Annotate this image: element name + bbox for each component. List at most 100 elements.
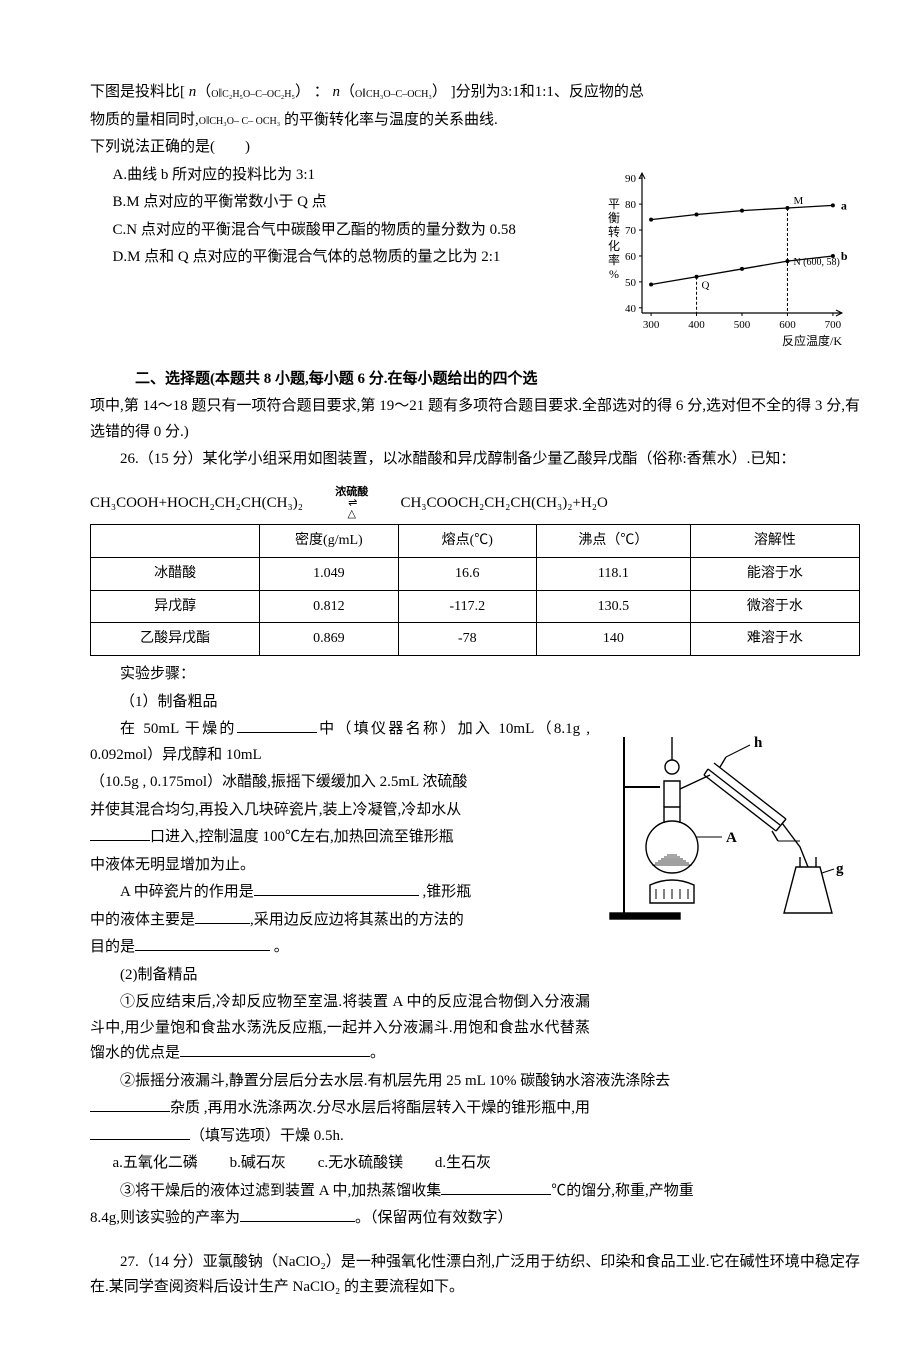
blank-purpose (135, 935, 270, 951)
svg-text:50: 50 (625, 276, 637, 288)
s2-p2b: 杂质 ,再用水洗涤两次.分尽水层后将酯层转入干燥的锥形瓶中,用 (90, 1096, 860, 1122)
q13-l2-pre: 物质的量相同时, (90, 112, 199, 128)
blank-porcelain (254, 880, 419, 896)
svg-text:Q: Q (702, 279, 710, 291)
svg-text:平衡转化率%: 平衡转化率% (608, 197, 620, 281)
q13-prompt: 下列说法正确的是( ) (90, 135, 860, 161)
eq-right: CH₃COOCH₂CH₂CH(CH₃)₂+H₂O (400, 495, 607, 511)
blank-liquid (195, 908, 250, 924)
q13-line1: 下图是投料比[ n（O‖C₂H₅O–C–OC₂H₅） ： n（O‖CH₃O–C–… (90, 80, 860, 106)
table-row: 乙酸异戊酯0.869-78140难溶于水 (91, 623, 860, 656)
q27-stem: 27.（14 分）亚氯酸钠（NaClO₂）是一种强氧化性漂白剂,广泛用于纺织、印… (90, 1250, 860, 1301)
svg-text:90: 90 (625, 173, 637, 185)
svg-text:g: g (836, 861, 844, 877)
svg-text:70: 70 (625, 225, 637, 237)
svg-text:300: 300 (643, 319, 660, 331)
q13-optD: D.M 点和 Q 点对应的平衡混合气体的总物质的量之比为 2:1 (90, 245, 590, 271)
ratio1-struct: O‖C₂H₅O–C–OC₂H₅ (211, 86, 295, 100)
table-header: 溶解性 (690, 525, 859, 558)
blank-inlet (90, 825, 150, 841)
table-cell: 冰醋酸 (91, 557, 260, 590)
svg-text:500: 500 (734, 319, 751, 331)
blank-impurity (90, 1096, 170, 1112)
table-cell: 1.049 (260, 557, 398, 590)
s1-l5: 中液体无明显增加为止。 (90, 853, 590, 879)
ratio-n2: n (333, 84, 341, 100)
q13-optC: C.N 点对应的平衡混合气中碳酸甲乙酯的物质的量分数为 0.58 (90, 218, 590, 244)
table-cell: -117.2 (398, 590, 536, 623)
table-cell: 140 (536, 623, 690, 656)
apparatus-diagram: h Ag (600, 717, 860, 927)
table-cell: 能溶于水 (690, 557, 859, 590)
svg-text:反应温度/K: 反应温度/K (782, 333, 842, 348)
blank-temp (441, 1179, 551, 1195)
eq-left: CH₃COOH+HOCH₂CH₂CH(CH₃)₂ (90, 495, 303, 511)
svg-text:b: b (841, 248, 848, 262)
s1-l4: 口进入,控制温度 100℃左右,加热回流至锥形瓶 (90, 825, 590, 851)
s2-choices: a.五氧化二磷 b.碱石灰 c.无水硫酸镁 d.生石灰 (113, 1151, 861, 1177)
ratio-n1: n (189, 84, 197, 100)
choice-c: c.无水硫酸镁 (318, 1151, 403, 1177)
s2-p2c: （填写选项）干燥 0.5h. (90, 1124, 860, 1150)
steps-label: 实验步骤： (90, 662, 860, 688)
s2-title: (2)制备精品 (90, 963, 590, 989)
table-cell: 微溶于水 (690, 590, 859, 623)
section2-heading2: 项中,第 14～18 题只有一项符合题目要求,第 19～21 题有多项符合题目要… (90, 394, 860, 445)
table-cell: 0.812 (260, 590, 398, 623)
s2-p3: ③将干燥后的液体过滤到装置 A 中,加热蒸馏收集℃的馏分,称重,产物重 (90, 1179, 860, 1205)
choice-b: b.碱石灰 (230, 1151, 286, 1177)
q26-stem: 26.（15 分）某化学小组采用如图装置，以冰醋酸和异戊醇制备少量乙酸异戊酯（俗… (90, 447, 860, 473)
compound-struct: O‖CH₃O– C– OCH₃ (199, 114, 280, 127)
q26-table: 密度(g/mL)熔点(℃)沸点（℃）溶解性 冰醋酸1.04916.6118.1能… (90, 524, 860, 656)
s1-title: （1）制备粗品 (90, 690, 860, 716)
table-row: 异戊醇0.812-117.2130.5微溶于水 (91, 590, 860, 623)
q26-equation: CH₃COOH+HOCH₂CH₂CH(CH₃)₂ 浓硫酸 ⇌ △ CH₃COOC… (90, 491, 860, 517)
s1-l7: 中的液体主要是,采用边反应边将其蒸出的方法的 (90, 908, 590, 934)
q13-chart: 40 50 60 70 80 90 300 400 500 600 700 a b M Q N (600, 5… (600, 163, 860, 353)
s1-l2: （10.5g , 0.175mol）冰醋酸,振摇下缓缓加入 2.5mL 浓硫酸 (90, 770, 590, 796)
table-header: 密度(g/mL) (260, 525, 398, 558)
svg-text:600: 600 (779, 319, 796, 331)
blank-instrument (237, 717, 317, 733)
table-cell: 130.5 (536, 590, 690, 623)
s2-p1-start: ①反应结束后,冷却反应物至室温.将装置 A 中的反应混合物倒入分液漏斗中,用少量… (90, 990, 590, 1067)
section2-heading: 二、选择题(本题共 8 小题,每小题 6 分.在每小题给出的四个选 (90, 367, 860, 393)
svg-text:a: a (841, 198, 847, 212)
table-cell: 118.1 (536, 557, 690, 590)
q13-optB: B.M 点对应的平衡常数小于 Q 点 (90, 190, 590, 216)
svg-text:A: A (726, 830, 737, 846)
reaction-arrow-icon: 浓硫酸 ⇌ △ (307, 498, 397, 509)
blank-advantage (180, 1041, 370, 1057)
choice-d: d.生石灰 (435, 1151, 491, 1177)
table-cell: -78 (398, 623, 536, 656)
blank-yield (240, 1206, 355, 1222)
q13-line2: 物质的量相同时,O‖CH₃O– C– OCH₃ 的平衡转化率与温度的关系曲线. (90, 108, 860, 134)
svg-text:M: M (793, 195, 803, 207)
svg-text:400: 400 (688, 319, 705, 331)
s1-l1: 在 50mL 干燥的中（填仪器名称）加入 10mL（8.1g , 0.092mo… (90, 717, 590, 768)
s2-p3b: 8.4g,则该实验的产率为。（保留两位有效数字） (90, 1206, 860, 1232)
table-header (91, 525, 260, 558)
table-cell: 0.869 (260, 623, 398, 656)
colon: ： (310, 84, 329, 100)
svg-text:40: 40 (625, 302, 637, 314)
q13-l2-post: 的平衡转化率与温度的关系曲线. (280, 112, 498, 128)
svg-text:60: 60 (625, 250, 637, 262)
q13-l1-post: ]分别为3:1和1:1、反应物的总 (447, 84, 644, 100)
s1-l3: 并使其混合均匀,再投入几块碎瓷片,装上冷凝管,冷却水从 (90, 798, 590, 824)
table-cell: 乙酸异戊酯 (91, 623, 260, 656)
q13-l1-pre: 下图是投料比[ (90, 84, 189, 100)
table-cell: 异戊醇 (91, 590, 260, 623)
table-cell: 难溶于水 (690, 623, 859, 656)
svg-text:700: 700 (825, 319, 842, 331)
s2-p2a: ②振摇分液漏斗,静置分层后分去水层.有机层先用 25 mL 10% 碳酸钠水溶液… (90, 1069, 860, 1095)
table-cell: 16.6 (398, 557, 536, 590)
s1-l6: A 中碎瓷片的作用是 ,锥形瓶 (90, 880, 590, 906)
svg-text:h: h (754, 735, 763, 751)
table-row: 冰醋酸1.04916.6118.1能溶于水 (91, 557, 860, 590)
s1-l8: 目的是 。 (90, 935, 590, 961)
svg-text:80: 80 (625, 199, 637, 211)
table-header: 熔点(℃) (398, 525, 536, 558)
svg-text:N (600, 58): N (600, 58) (793, 257, 839, 268)
q13-optA: A.曲线 b 所对应的投料比为 3:1 (90, 163, 590, 189)
